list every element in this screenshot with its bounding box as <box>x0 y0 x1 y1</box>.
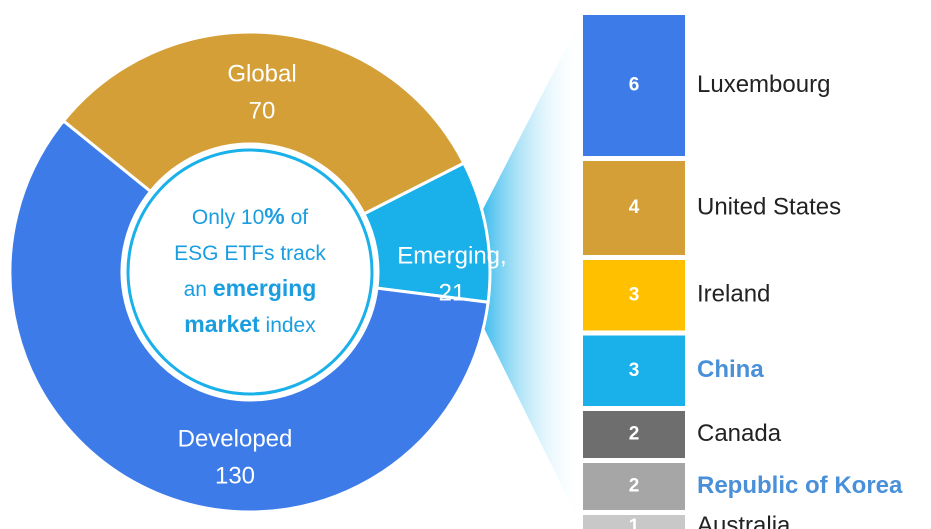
segment-value: 6 <box>629 75 640 96</box>
annotation-part: of <box>285 206 309 229</box>
segment-label: Ireland <box>697 281 770 308</box>
annotation-part: emerging <box>213 275 317 301</box>
segment-value: 4 <box>629 197 640 218</box>
segment-label: China <box>697 356 764 383</box>
annotation-part: index <box>260 314 317 337</box>
center-annotation: an emerging <box>184 275 317 301</box>
segment-label: United States <box>697 193 841 220</box>
annotation-part: an <box>184 278 213 301</box>
segment-label: Canada <box>697 420 782 447</box>
donut: Global 70 Emerging, 21 Developed 130 Only 10% … <box>8 30 507 514</box>
slice-label: Emerging, <box>397 242 506 269</box>
segment-value: 3 <box>629 360 640 381</box>
bar-stack: 6 Luxembourg 4 United States 3 Ireland 3 China 2… <box>583 15 903 529</box>
segment-label: Republic of Korea <box>697 472 903 499</box>
bar-segment <box>583 463 685 510</box>
center-circle <box>126 148 374 396</box>
slice-value: 130 <box>215 462 255 489</box>
bar-segment <box>583 15 685 156</box>
bar-segment <box>583 260 685 331</box>
annotation-part: % <box>264 203 284 229</box>
segment-value: 2 <box>629 476 640 497</box>
slice-value: 70 <box>249 97 276 124</box>
annotation-part: Only 10 <box>192 206 264 229</box>
annotation-part: market <box>184 311 260 337</box>
segment-value: 2 <box>629 424 640 445</box>
segment-label: Australia <box>697 512 791 529</box>
slice-value: 21 <box>439 279 466 306</box>
bar-segment <box>583 335 685 406</box>
segment-value: 1 <box>629 516 640 529</box>
bar-segment <box>583 411 685 458</box>
segment-label: Luxembourg <box>697 71 830 98</box>
center-annotation: ESG ETFs track <box>174 242 326 265</box>
bar-segment <box>583 515 685 529</box>
annotation-part: ESG ETFs track <box>174 242 326 265</box>
donut-slice <box>8 118 490 514</box>
center-annotation: market index <box>184 311 316 337</box>
bar-segment <box>583 161 685 255</box>
center-annotation: Only 10% of <box>192 203 308 229</box>
segment-value: 3 <box>629 284 640 305</box>
donut-slice <box>61 30 466 216</box>
funnel <box>480 15 583 529</box>
slice-label: Global <box>227 60 296 87</box>
slice-label: Developed <box>178 425 293 452</box>
